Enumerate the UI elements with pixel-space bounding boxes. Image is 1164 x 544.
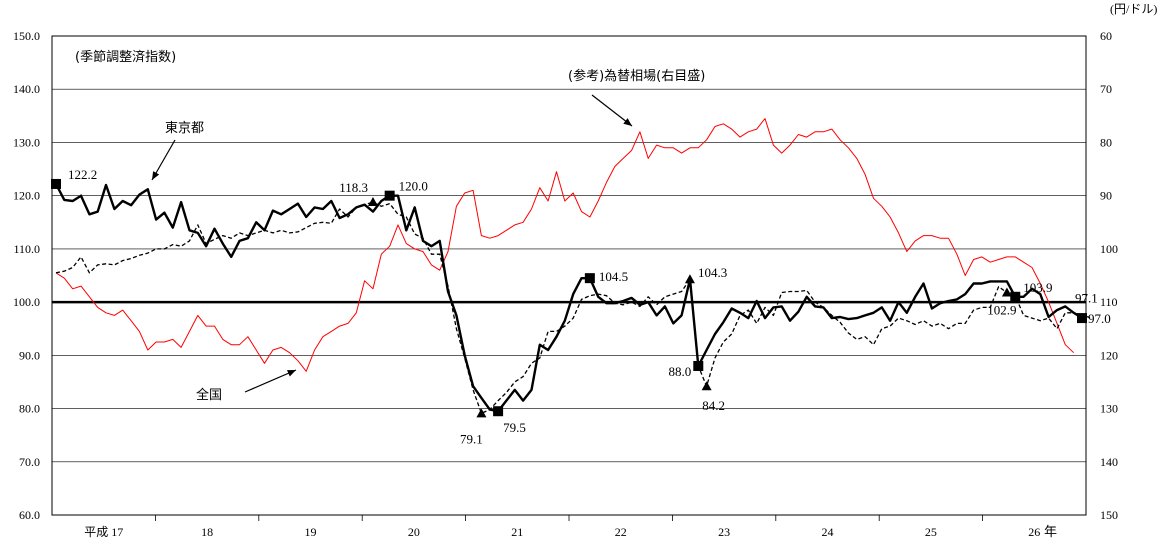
data-label: 88.0 [669,364,692,379]
series-lines [54,118,1091,414]
x-tick-label: 20 [408,525,420,539]
y-left-tick-label: 80.0 [19,402,40,416]
x-tick-label: 22 [615,525,627,539]
tokyo-square-marker [51,178,61,189]
data-label: 118.3 [339,180,368,195]
y-right-tick-label: 110 [1100,295,1118,309]
tokyo-square-marker [493,406,504,417]
y-left-tick-label: 60.0 [19,508,40,522]
data-label: 84.2 [702,398,725,413]
data-label: 79.5 [503,420,526,435]
national-triangle-marker [684,274,695,284]
y-left-tick-label: 110.0 [13,242,40,256]
y-left-tick-label: 140.0 [13,82,40,96]
y-left-tick-label: 90.0 [19,348,40,362]
national-triangle-marker [476,408,487,418]
x-tick-label: 19 [305,525,317,539]
y-right-tick-label: 90 [1100,189,1112,203]
x-tick-label: 23 [718,525,730,539]
x-tick-label: 18 [201,525,213,539]
point-labels: 122.2 118.3 120.0 79.1 79.5 104.5 104.3 88.0 84.… [68,167,1111,446]
y-right-tick-label: 100 [1100,242,1118,256]
tokyo-square-marker [693,360,704,371]
y-right-tick-label: 60 [1100,29,1112,43]
point-markers [51,178,1087,418]
y-left-tick-label: 100.0 [13,295,40,309]
y-right-tick-label: 140 [1100,455,1118,469]
data-label: 97.0 [1088,311,1111,326]
fx-arrow [591,94,633,127]
annotation-arrows [151,94,633,393]
y-left-tick-label: 70.0 [19,455,40,469]
annotation-national: 全国 [196,387,222,403]
fx-arrow-head [623,118,632,126]
national-triangle-marker [367,197,378,207]
annotation-fx: (参考)為替相場(右目盛) [568,68,705,84]
tokyo-square-marker [584,273,595,284]
data-label: 102.9 [987,303,1016,318]
data-label: 97.1 [1075,290,1098,305]
x-axis: 平成 17 18 19 20 21 22 23 24 25 26 [84,515,1040,539]
right-unit-label: (円/ドル) [1110,2,1157,16]
tokyo-square-marker [1010,291,1021,302]
data-label: 103.9 [1023,280,1052,295]
x-tick-label: 21 [511,525,523,539]
y-left-tick-label: 150.0 [13,29,40,43]
tokyo-square-marker [384,190,395,201]
national-triangle-marker [1001,287,1012,297]
y-right-tick-label: 150 [1100,508,1118,522]
data-label: 104.3 [698,265,727,280]
x-tick-label: 26 [1028,525,1040,539]
grid-lines [52,35,1086,516]
series-line-tokyo [54,183,1083,413]
y-right-tick-label: 70 [1100,82,1112,96]
series-line-national [55,201,1091,414]
national-arrow [244,369,297,393]
data-label: 79.1 [460,431,483,446]
series-line-fx [55,118,1075,372]
left-axis-ticks: 60.0 70.0 80.0 90.0 100.0 110.0 120.0 130.0 140.… [13,29,40,522]
national-arrow-head [287,370,296,377]
y-left-tick-label: 130.0 [13,135,40,149]
plot-frame [51,35,1087,516]
index-label: (季節調整済指数) [75,49,176,65]
x-tick-label: 平成 17 [84,525,123,539]
data-label: 122.2 [68,167,97,182]
data-label: 104.5 [599,269,628,284]
y-left-tick-label: 120.0 [13,189,40,203]
x-tick-label: 24 [822,525,834,539]
y-right-tick-label: 130 [1100,402,1118,416]
national-triangle-marker [701,381,712,391]
tokyo-arrow-head [152,171,160,180]
x-year-suffix: 年 [1044,525,1057,540]
data-label: 120.0 [399,179,428,194]
y-right-tick-label: 80 [1100,135,1112,149]
tokyo-square-marker [1077,313,1087,324]
y-right-tick-label: 120 [1100,348,1118,362]
annotation-tokyo: 東京都 [165,120,204,136]
right-axis-ticks: 150 140 130 120 110 100 90 80 70 60 [1100,29,1118,522]
x-tick-label: 25 [925,525,937,539]
